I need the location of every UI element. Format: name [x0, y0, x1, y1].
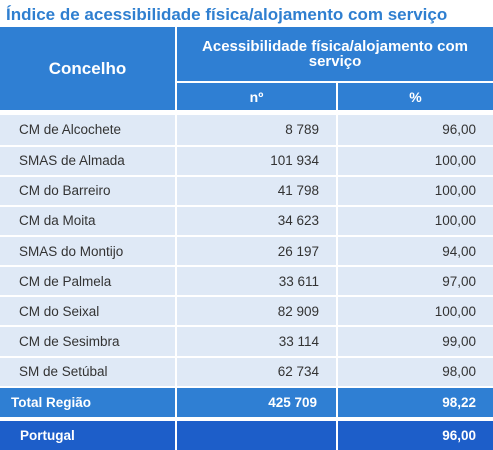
cell-count: 33 611 [176, 266, 338, 298]
table-row: CM do Barreiro 41 798 100,00 [0, 175, 493, 207]
cell-concelho: CM de Sesimbra [0, 326, 177, 358]
cell-concelho: SM de Setúbal [0, 356, 177, 388]
table-row: SM de Setúbal 62 734 98,00 [0, 356, 493, 388]
cell-percent: 99,00 [337, 326, 493, 358]
cell-percent: 96,00 [337, 115, 493, 147]
cell-count: 62 734 [176, 356, 338, 388]
cell-concelho: SMAS de Almada [0, 145, 177, 177]
table-title: Índice de acessibilidade física/alojamen… [6, 5, 448, 24]
cell-concelho: CM do Barreiro [0, 175, 177, 207]
total-count: 425 709 [176, 386, 338, 421]
cell-percent: 94,00 [337, 235, 493, 268]
cell-concelho: CM do Seixal [0, 296, 177, 328]
cell-percent: 100,00 [337, 145, 493, 177]
portugal-label: Portugal [0, 418, 177, 450]
total-label: Total Região [0, 386, 177, 421]
cell-percent: 100,00 [337, 175, 493, 207]
header-count: nº [176, 82, 338, 111]
portugal-count [176, 418, 338, 450]
cell-count: 41 798 [176, 175, 338, 207]
cell-percent: 100,00 [337, 296, 493, 328]
header-accessibility-group: Acessibilidade física/alojamento com ser… [176, 27, 493, 84]
cell-count: 8 789 [176, 115, 338, 147]
table-row: CM do Seixal 82 909 100,00 [0, 296, 493, 328]
cell-percent: 98,00 [337, 356, 493, 388]
cell-count: 26 197 [176, 235, 338, 268]
table-row: SMAS de Almada 101 934 100,00 [0, 145, 493, 177]
cell-concelho: SMAS do Montijo [0, 235, 177, 268]
table-row: CM da Moita 34 623 100,00 [0, 205, 493, 237]
cell-concelho: CM de Palmela [0, 266, 177, 298]
cell-concelho: CM de Alcochete [0, 115, 177, 147]
total-row: Total Região 425 709 98,22 [0, 386, 493, 421]
header-concelho: Concelho [0, 27, 177, 111]
portugal-row: Portugal 96,00 [0, 418, 493, 450]
table-row: CM de Palmela 33 611 97,00 [0, 266, 493, 298]
cell-count: 34 623 [176, 205, 338, 237]
table-row: CM de Alcochete 8 789 96,00 [0, 115, 493, 147]
accessibility-table: Concelho Acessibilidade física/alojament… [0, 27, 493, 450]
cell-percent: 97,00 [337, 266, 493, 298]
total-percent: 98,22 [337, 386, 493, 421]
cell-count: 101 934 [176, 145, 338, 177]
table-row: CM de Sesimbra 33 114 99,00 [0, 326, 493, 358]
cell-concelho: CM da Moita [0, 205, 177, 237]
header-percent: % [337, 82, 493, 111]
cell-count: 33 114 [176, 326, 338, 358]
table-row: SMAS do Montijo 26 197 94,00 [0, 235, 493, 268]
cell-count: 82 909 [176, 296, 338, 328]
portugal-percent: 96,00 [337, 418, 493, 450]
cell-percent: 100,00 [337, 205, 493, 237]
